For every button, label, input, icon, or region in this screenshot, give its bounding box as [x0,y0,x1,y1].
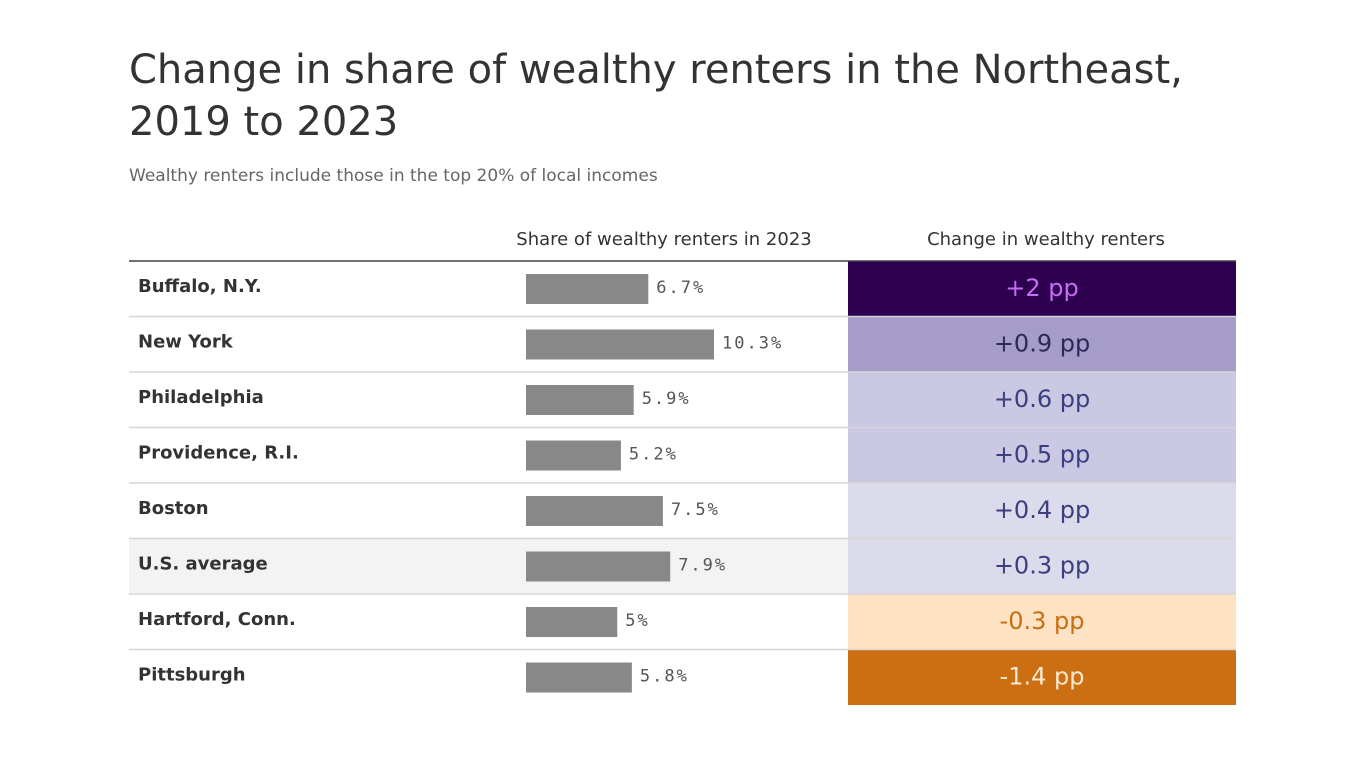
value-label: 5.2% [629,445,678,465]
bar [526,607,618,637]
bar [526,329,714,360]
change-label: +0.3 pp [994,552,1090,580]
bar [526,385,634,415]
change-cell [848,594,1236,650]
chart-subtitle: Wealthy renters include those in the top… [129,166,658,186]
row-label: Philadelphia [138,387,264,408]
change-cell [848,372,1236,428]
bar [526,440,621,471]
column-header: Change in wealthy renters [927,229,1165,250]
bar [526,662,632,693]
row-label: Providence, R.I. [138,443,299,464]
chart-title: Change in share of wealthy renters in th… [129,47,1183,145]
row-label: New York [138,332,234,353]
highlight-row [129,538,848,594]
row-label: Buffalo, N.Y. [138,276,262,297]
value-label: 7.9% [678,556,727,576]
change-cell [848,427,1236,483]
change-cell [848,316,1236,372]
bar [526,274,649,304]
column-header: Share of wealthy renters in 2023 [516,229,811,250]
change-cell [848,649,1236,705]
change-label: +0.6 pp [994,385,1090,413]
bar [526,551,671,582]
change-cell [848,483,1236,539]
value-label: 5.9% [642,389,691,409]
change-label: +0.9 pp [994,330,1090,358]
change-cell [848,261,1236,317]
row-label: U.S. average [138,554,268,575]
row-label: Pittsburgh [138,665,246,686]
change-label: +2 pp [1005,274,1078,302]
row-label: Boston [138,498,209,519]
value-label: 5.8% [640,667,689,687]
change-label: +0.5 pp [994,441,1090,469]
bar [526,496,663,526]
value-label: 10.3% [722,334,783,354]
row-label: Hartford, Conn. [138,609,296,630]
value-label: 7.5% [671,500,720,520]
change-label: +0.4 pp [994,496,1090,524]
change-label: -1.4 pp [1000,663,1085,691]
change-label: -0.3 pp [1000,607,1085,635]
change-cell [848,538,1236,594]
value-label: 6.7% [656,278,705,298]
value-label: 5% [625,611,649,631]
